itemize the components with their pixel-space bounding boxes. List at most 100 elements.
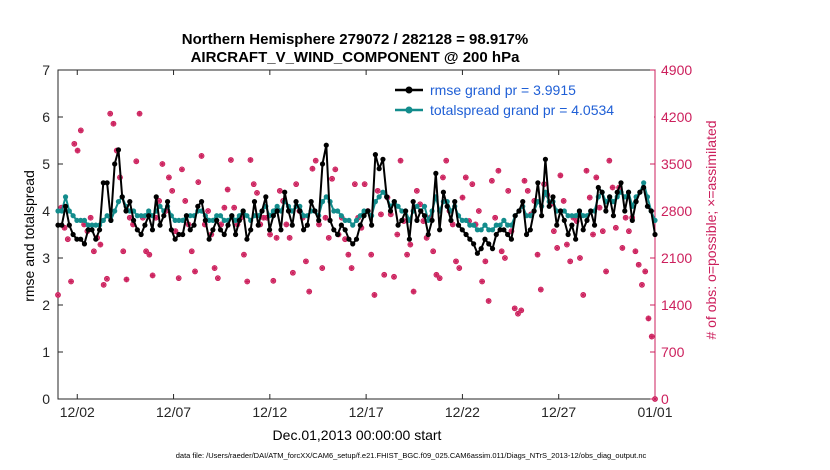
spread-point <box>357 213 363 219</box>
rmse-point <box>629 217 635 223</box>
obs-assimilated-marker <box>352 181 358 187</box>
obs-assimilated-marker <box>492 215 498 221</box>
obs-assimilated-marker <box>609 184 616 191</box>
obs-assimilated-marker <box>499 248 505 254</box>
rmse-point <box>221 231 227 238</box>
rmse-point <box>70 231 76 238</box>
obs-assimilated-marker <box>636 262 642 268</box>
rmse-point <box>146 213 152 219</box>
rmse-point <box>55 222 61 228</box>
rmse-point <box>421 213 428 219</box>
obs-assimilated-marker <box>479 278 485 285</box>
obs-assimilated-marker <box>225 186 231 193</box>
rmse-point <box>323 142 329 148</box>
obs-assimilated-marker <box>91 248 97 254</box>
spread-point <box>187 213 193 219</box>
spread-point <box>361 208 367 214</box>
obs-assimilated-marker <box>486 298 492 304</box>
rmse-point <box>376 166 382 172</box>
x-axis-label: Dec.01,2013 00:00:00 start <box>273 427 442 443</box>
obs-assimilated-marker <box>192 268 198 275</box>
obs-assimilated-marker <box>68 278 74 285</box>
obs-assimilated-marker <box>74 147 81 154</box>
obs-assimilated-marker <box>437 275 443 281</box>
chart-title-line1: Northern Hemisphere 279072 / 282128 = 98… <box>182 31 528 48</box>
rmse-point <box>406 236 412 242</box>
obs-assimilated-marker <box>502 255 508 261</box>
spread-point <box>115 199 122 205</box>
y-tick-label-left: 6 <box>42 109 50 125</box>
y-tick-label-left: 1 <box>42 344 50 360</box>
obs-assimilated-marker <box>270 278 276 284</box>
rmse-point <box>561 217 567 223</box>
spread-point <box>221 217 227 223</box>
y-tick-label-right: 2100 <box>661 250 692 266</box>
y-tick-label-right: 4900 <box>661 62 692 78</box>
x-tick-label: 12/27 <box>541 404 576 420</box>
rmse-point <box>278 227 284 233</box>
rmse-point <box>433 170 439 176</box>
obs-assimilated-marker <box>459 194 466 201</box>
obs-assimilated-marker <box>143 248 149 254</box>
rmse-point <box>444 203 450 209</box>
obs-assimilated-marker <box>495 168 502 174</box>
obs-assimilated-marker <box>166 174 172 181</box>
obs-assimilated-marker <box>456 265 462 271</box>
rmse-point <box>546 203 552 209</box>
rmse-point <box>618 180 624 186</box>
obs-assimilated-marker <box>88 215 94 221</box>
spread-point <box>489 227 496 233</box>
spread-point <box>270 208 276 214</box>
rmse-point <box>229 213 235 219</box>
x-tick-label: 12/02 <box>60 404 95 420</box>
rmse-point <box>497 227 503 233</box>
y-tick-label-left: 4 <box>42 203 50 219</box>
obs-assimilated-marker <box>362 181 368 187</box>
rmse-point <box>236 217 242 223</box>
rmse-point <box>550 194 556 200</box>
obs-assimilated-marker <box>639 282 645 288</box>
legend-rmse-marker <box>405 86 413 94</box>
rmse-point <box>210 227 216 233</box>
rmse-point <box>308 199 314 205</box>
spread-point <box>497 222 503 228</box>
obs-assimilated-marker <box>277 188 283 194</box>
obs-assimilated-marker <box>450 221 456 228</box>
obs-assimilated-marker <box>649 333 655 340</box>
rmse-point <box>127 199 133 205</box>
obs-assimilated-marker <box>583 168 590 174</box>
obs-assimilated-marker <box>159 161 165 167</box>
rmse-point <box>542 156 549 162</box>
rmse-point <box>202 217 208 223</box>
obs-assimilated-marker <box>156 198 162 204</box>
rmse-point <box>62 203 69 209</box>
obs-assimilated-marker <box>564 241 570 248</box>
rmse-point <box>198 199 205 205</box>
spread-point <box>104 213 110 219</box>
y-tick-label-right: 4200 <box>661 109 692 125</box>
spread-point <box>421 203 428 209</box>
rmse-point <box>380 156 386 162</box>
obs-assimilated-marker <box>254 190 260 196</box>
obs-assimilated-marker <box>505 188 511 194</box>
spread-point <box>335 208 341 214</box>
rmse-point <box>168 227 174 233</box>
rmse-point <box>452 199 458 205</box>
rmse-point <box>270 213 276 219</box>
obs-assimilated-marker <box>590 231 596 238</box>
rmse-point <box>516 208 522 214</box>
obs-assimilated-marker <box>567 258 573 264</box>
rmse-point <box>588 208 594 214</box>
y-tick-label-right: 1400 <box>661 297 692 313</box>
obs-assimilated-marker <box>375 188 381 194</box>
obs-assimilated-marker <box>512 305 518 311</box>
obs-assimilated-marker <box>303 258 309 264</box>
obs-assimilated-marker <box>521 178 528 184</box>
obs-assimilated-marker <box>205 208 211 214</box>
rmse-point <box>232 231 239 238</box>
rmse-point <box>312 208 318 214</box>
obs-assimilated-marker <box>345 252 351 258</box>
spread-point <box>206 217 212 223</box>
rmse-point <box>501 227 507 233</box>
obs-assimilated-marker <box>538 286 544 293</box>
